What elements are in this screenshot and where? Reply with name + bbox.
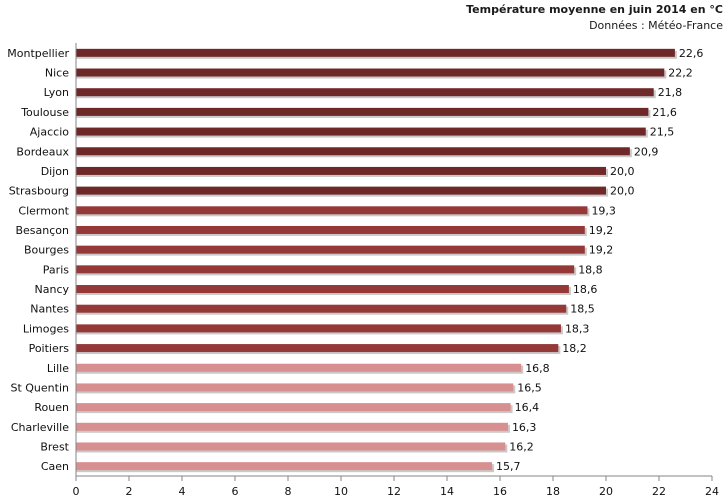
category-label: Bordeaux xyxy=(16,145,69,158)
bar xyxy=(76,186,606,195)
category-label: Strasbourg xyxy=(9,185,69,198)
data-label: 19,2 xyxy=(589,244,614,257)
data-label: 16,8 xyxy=(525,362,550,375)
category-label: Lyon xyxy=(44,86,69,99)
data-label: 21,8 xyxy=(658,86,683,99)
bar xyxy=(76,88,654,97)
bar xyxy=(76,383,514,392)
chart-subtitle: Données : Météo-France xyxy=(589,19,723,32)
bar xyxy=(76,304,567,313)
bar xyxy=(76,265,575,274)
category-label: Lille xyxy=(47,362,69,375)
category-label: St Quentin xyxy=(10,381,69,394)
bar xyxy=(76,403,511,412)
category-label: Limoges xyxy=(23,322,69,335)
bar xyxy=(76,147,630,156)
data-label: 19,2 xyxy=(589,224,614,237)
category-label: Rouen xyxy=(34,401,69,414)
x-tick-label: 16 xyxy=(493,485,507,498)
category-label: Poitiers xyxy=(29,342,70,355)
x-tick-label: 10 xyxy=(334,485,348,498)
category-label: Besançon xyxy=(15,224,69,237)
data-label: 16,4 xyxy=(515,401,540,414)
chart-title: Température moyenne en juin 2014 en °C xyxy=(466,3,723,16)
bar xyxy=(76,245,585,254)
x-tick-label: 24 xyxy=(705,485,719,498)
data-label: 20,0 xyxy=(610,185,635,198)
data-label: 20,9 xyxy=(634,145,659,158)
bar xyxy=(76,462,493,471)
category-label: Paris xyxy=(43,263,69,276)
x-tick-label: 6 xyxy=(232,485,239,498)
bar xyxy=(76,344,559,353)
data-label: 19,3 xyxy=(591,204,616,217)
category-label: Ajaccio xyxy=(30,126,69,139)
category-label: Nice xyxy=(45,67,69,80)
bar xyxy=(76,225,585,234)
bar xyxy=(76,206,588,215)
category-label: Nantes xyxy=(30,303,69,316)
category-label: Clermont xyxy=(18,204,69,217)
data-label: 15,7 xyxy=(496,460,521,473)
data-label: 18,5 xyxy=(570,303,595,316)
bar xyxy=(76,127,646,136)
bar xyxy=(76,166,606,175)
category-label: Brest xyxy=(40,440,69,453)
category-label: Montpellier xyxy=(7,47,69,60)
data-label: 18,3 xyxy=(565,322,590,335)
data-label: 16,5 xyxy=(517,381,542,394)
data-label: 21,5 xyxy=(650,126,675,139)
bar xyxy=(76,48,675,57)
category-label: Nancy xyxy=(35,283,70,296)
data-label: 18,8 xyxy=(578,263,603,276)
category-label: Charleville xyxy=(11,421,69,434)
category-label: Dijon xyxy=(41,165,69,178)
x-tick-label: 0 xyxy=(73,485,80,498)
category-label: Bourges xyxy=(24,244,69,257)
bar xyxy=(76,422,508,431)
x-tick-label: 12 xyxy=(387,485,401,498)
bar xyxy=(76,363,522,372)
bar xyxy=(76,442,506,451)
data-label: 16,2 xyxy=(509,440,534,453)
x-tick-label: 18 xyxy=(546,485,560,498)
data-label: 22,6 xyxy=(679,47,704,60)
bar xyxy=(76,107,649,116)
x-tick-label: 22 xyxy=(652,485,666,498)
data-label: 16,3 xyxy=(512,421,537,434)
x-tick-label: 20 xyxy=(599,485,613,498)
category-label: Toulouse xyxy=(20,106,69,119)
data-label: 21,6 xyxy=(652,106,677,119)
data-label: 18,6 xyxy=(573,283,598,296)
data-label: 18,2 xyxy=(562,342,587,355)
bar xyxy=(76,68,665,77)
bar xyxy=(76,285,569,294)
bar xyxy=(76,324,561,333)
x-tick-label: 4 xyxy=(179,485,186,498)
category-label: Caen xyxy=(41,460,69,473)
x-tick-label: 2 xyxy=(126,485,133,498)
x-tick-label: 14 xyxy=(440,485,454,498)
data-label: 20,0 xyxy=(610,165,635,178)
data-label: 22,2 xyxy=(668,67,693,80)
x-tick-label: 8 xyxy=(285,485,292,498)
